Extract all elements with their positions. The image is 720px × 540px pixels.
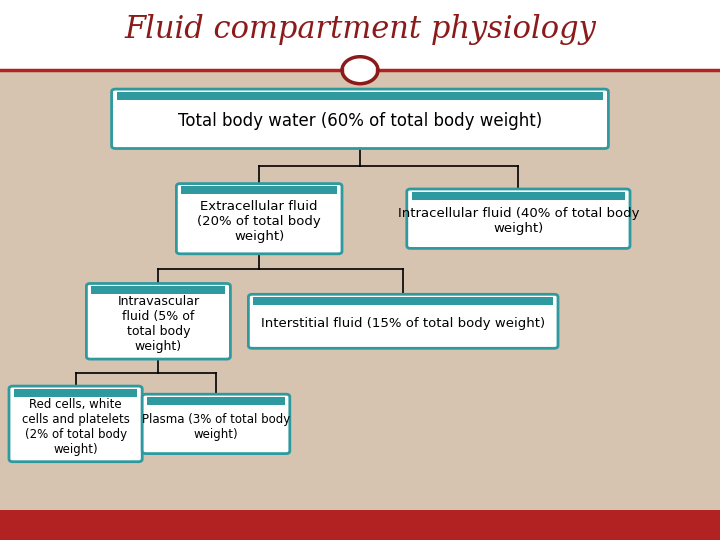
FancyBboxPatch shape <box>91 286 225 294</box>
Text: Fluid compartment physiology: Fluid compartment physiology <box>124 14 596 45</box>
Text: Intravascular
fluid (5% of
total body
weight): Intravascular fluid (5% of total body we… <box>117 295 199 353</box>
Text: Extracellular fluid
(20% of total body
weight): Extracellular fluid (20% of total body w… <box>197 200 321 243</box>
FancyBboxPatch shape <box>248 294 558 348</box>
FancyBboxPatch shape <box>0 70 720 510</box>
Text: Intracellular fluid (40% of total body
weight): Intracellular fluid (40% of total body w… <box>397 207 639 235</box>
FancyBboxPatch shape <box>407 189 630 248</box>
Text: Total body water (60% of total body weight): Total body water (60% of total body weig… <box>178 112 542 131</box>
FancyBboxPatch shape <box>0 0 720 70</box>
FancyBboxPatch shape <box>86 284 230 359</box>
Text: Interstitial fluid (15% of total body weight): Interstitial fluid (15% of total body we… <box>261 318 545 330</box>
Text: Plasma (3% of total body
weight): Plasma (3% of total body weight) <box>142 413 290 441</box>
FancyBboxPatch shape <box>147 397 285 405</box>
FancyBboxPatch shape <box>412 192 625 200</box>
FancyBboxPatch shape <box>176 184 342 254</box>
FancyBboxPatch shape <box>142 394 289 454</box>
FancyBboxPatch shape <box>9 386 143 462</box>
FancyBboxPatch shape <box>14 389 137 397</box>
FancyBboxPatch shape <box>117 92 603 100</box>
FancyBboxPatch shape <box>0 510 720 540</box>
FancyBboxPatch shape <box>112 89 608 148</box>
Circle shape <box>344 58 376 82</box>
Text: Red cells, white
cells and platelets
(2% of total body
weight): Red cells, white cells and platelets (2%… <box>22 397 130 456</box>
FancyBboxPatch shape <box>253 297 553 305</box>
FancyBboxPatch shape <box>181 186 337 194</box>
